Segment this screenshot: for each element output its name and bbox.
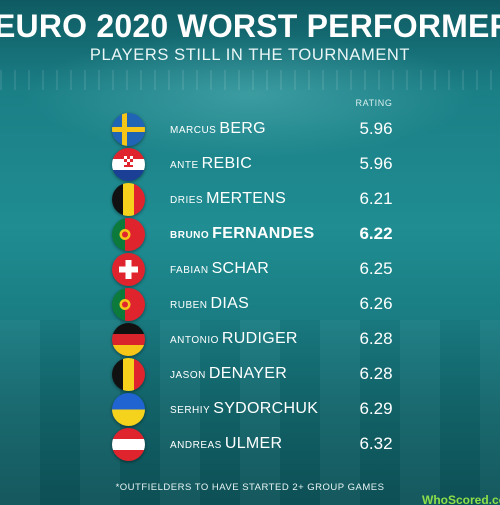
player-first-name: SERHIY (170, 405, 211, 416)
player-name: DRIES MERTENS (170, 190, 286, 208)
footnote: *OUTFIELDERS TO HAVE STARTED 2+ GROUP GA… (115, 482, 385, 493)
player-name: JASON DENAYER (170, 365, 287, 383)
player-name: BRUNO FERNANDES (170, 225, 314, 243)
player-rating: 6.21 (359, 189, 393, 208)
player-rating: 6.22 (359, 224, 393, 243)
player-rating: 6.29 (359, 399, 393, 418)
player-name: RUBEN DIAS (170, 295, 249, 313)
player-first-name: RUBEN (170, 300, 208, 311)
player-name: ANDREAS ULMER (170, 435, 282, 453)
player-first-name: BRUNO (170, 230, 210, 241)
player-row: RUBEN DIAS 6.26 (110, 287, 400, 321)
player-name: FABIAN SCHAR (170, 260, 269, 278)
player-last-name: SYDORCHUK (213, 400, 319, 417)
player-first-name: MARCUS (170, 125, 217, 136)
player-first-name: ANTONIO (170, 335, 219, 346)
player-rating: 5.96 (359, 154, 393, 173)
player-first-name: ANDREAS (170, 440, 222, 451)
player-row: ANTE REBIC 5.96 (110, 147, 400, 181)
portugal-flag-icon (112, 218, 145, 251)
page-title: EURO 2020 WORST PERFORMERS (0, 8, 500, 44)
player-first-name: JASON (170, 370, 206, 381)
player-row: ANTONIO RUDIGER 6.28 (110, 322, 400, 356)
player-row-highlighted: BRUNO FERNANDES 6.22 (110, 217, 400, 251)
austria-flag-icon (112, 428, 145, 461)
portugal-flag-icon (112, 288, 145, 321)
player-name: ANTE REBIC (170, 155, 252, 173)
player-last-name: DENAYER (208, 365, 288, 382)
player-last-name: FERNANDES (212, 225, 315, 242)
player-first-name: DRIES (170, 195, 204, 206)
player-rating: 6.32 (359, 434, 393, 453)
player-last-name: ULMER (224, 435, 283, 452)
player-last-name: RUDIGER (221, 330, 298, 347)
player-name: SERHIY SYDORCHUK (170, 400, 318, 418)
player-row: ANDREAS ULMER 6.32 (110, 427, 400, 461)
player-last-name: DIAS (210, 295, 250, 312)
player-rating: 6.28 (359, 364, 393, 383)
player-last-name: SCHAR (211, 260, 270, 277)
player-rating: 6.25 (359, 259, 393, 278)
rating-column-header: RATING (355, 98, 393, 108)
croatia-flag-icon (112, 148, 145, 181)
player-row: JASON DENAYER 6.28 (110, 357, 400, 391)
player-rating: 6.26 (359, 294, 393, 313)
germany-flag-icon (112, 323, 145, 356)
player-row: DRIES MERTENS 6.21 (110, 182, 400, 216)
switzerland-flag-icon (112, 253, 145, 286)
player-row: SERHIY SYDORCHUK 6.29 (110, 392, 400, 426)
whoscored-logo: WhoScored.com (422, 493, 500, 505)
belgium-flag-icon (112, 358, 145, 391)
player-last-name: BERG (219, 120, 266, 137)
ukraine-flag-icon (112, 393, 145, 426)
player-last-name: REBIC (201, 155, 253, 172)
player-last-name: MERTENS (206, 190, 287, 207)
pitch-background (0, 320, 500, 505)
player-rating: 6.28 (359, 329, 393, 348)
player-rating: 5.96 (359, 119, 393, 138)
stadium-lights (0, 70, 500, 90)
player-name: MARCUS BERG (170, 120, 266, 138)
sweden-flag-icon (112, 113, 145, 146)
player-first-name: FABIAN (170, 265, 209, 276)
player-first-name: ANTE (170, 160, 199, 171)
player-name: ANTONIO RUDIGER (170, 330, 298, 348)
page-subtitle: PLAYERS STILL IN THE TOURNAMENT (89, 46, 411, 64)
player-row: MARCUS BERG 5.96 (110, 112, 400, 146)
belgium-flag-icon (112, 183, 145, 216)
player-row: FABIAN SCHAR 6.25 (110, 252, 400, 286)
